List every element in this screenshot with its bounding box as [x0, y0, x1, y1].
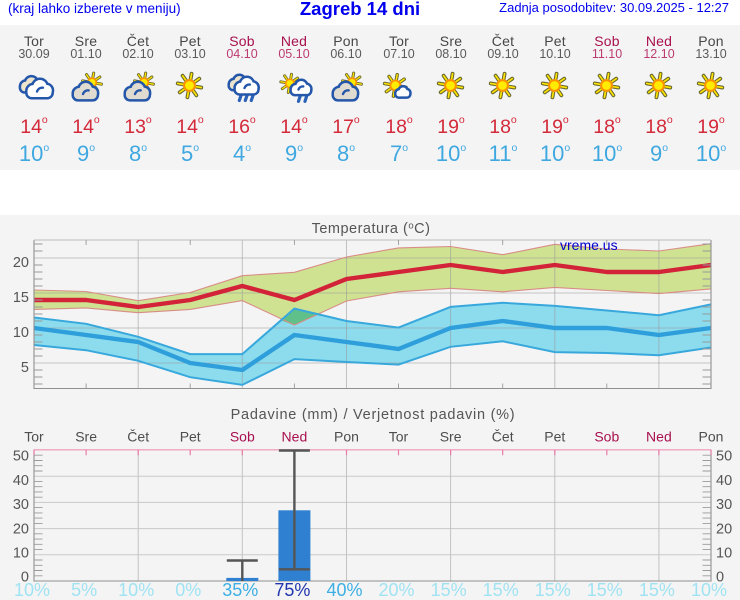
svg-text:15%: 15% — [535, 580, 571, 600]
svg-text:Čet: Čet — [492, 429, 514, 445]
svg-text:5%: 5% — [71, 580, 97, 600]
svg-text:Sre: Sre — [440, 429, 462, 445]
svg-text:10%: 10% — [691, 580, 727, 600]
svg-text:Čet: Čet — [127, 429, 149, 445]
svg-text:10: 10 — [716, 546, 732, 562]
svg-text:Temperatura (oC): Temperatura (oC) — [312, 221, 431, 238]
svg-text:Pet: Pet — [180, 429, 201, 445]
svg-text:30: 30 — [13, 497, 29, 513]
svg-text:20%: 20% — [378, 580, 414, 600]
svg-text:40: 40 — [13, 473, 29, 489]
svg-text:50: 50 — [716, 449, 732, 465]
svg-text:40: 40 — [716, 473, 732, 489]
svg-text:35%: 35% — [222, 580, 258, 600]
svg-text:0: 0 — [716, 570, 724, 586]
svg-text:Sob: Sob — [594, 429, 619, 445]
svg-text:0%: 0% — [175, 580, 201, 600]
svg-text:0: 0 — [21, 570, 29, 586]
svg-text:Tor: Tor — [24, 429, 44, 445]
svg-text:Ned: Ned — [282, 429, 308, 445]
svg-text:Pon: Pon — [334, 429, 359, 445]
svg-text:20: 20 — [13, 255, 29, 271]
svg-text:15%: 15% — [431, 580, 467, 600]
svg-text:Sre: Sre — [75, 429, 97, 445]
svg-text:40%: 40% — [326, 580, 362, 600]
svg-text:Ned: Ned — [646, 429, 672, 445]
svg-text:75%: 75% — [274, 580, 310, 600]
svg-text:15%: 15% — [483, 580, 519, 600]
svg-text:20: 20 — [716, 521, 732, 537]
svg-text:10: 10 — [13, 325, 29, 341]
svg-text:vreme.us: vreme.us — [560, 237, 618, 253]
svg-text:50: 50 — [13, 449, 29, 465]
svg-text:10: 10 — [13, 546, 29, 562]
svg-text:30: 30 — [716, 497, 732, 513]
svg-text:15: 15 — [13, 290, 29, 306]
svg-text:5: 5 — [21, 360, 29, 376]
svg-text:Sob: Sob — [230, 429, 255, 445]
svg-text:15%: 15% — [587, 580, 623, 600]
svg-text:Pet: Pet — [544, 429, 565, 445]
svg-text:20: 20 — [13, 521, 29, 537]
svg-text:Padavine (mm) / Verjetnost pad: Padavine (mm) / Verjetnost padavin (%) — [231, 407, 516, 423]
svg-text:10%: 10% — [118, 580, 154, 600]
svg-text:Pon: Pon — [699, 429, 724, 445]
svg-text:Tor: Tor — [389, 429, 409, 445]
svg-text:10%: 10% — [14, 580, 50, 600]
svg-text:15%: 15% — [639, 580, 675, 600]
